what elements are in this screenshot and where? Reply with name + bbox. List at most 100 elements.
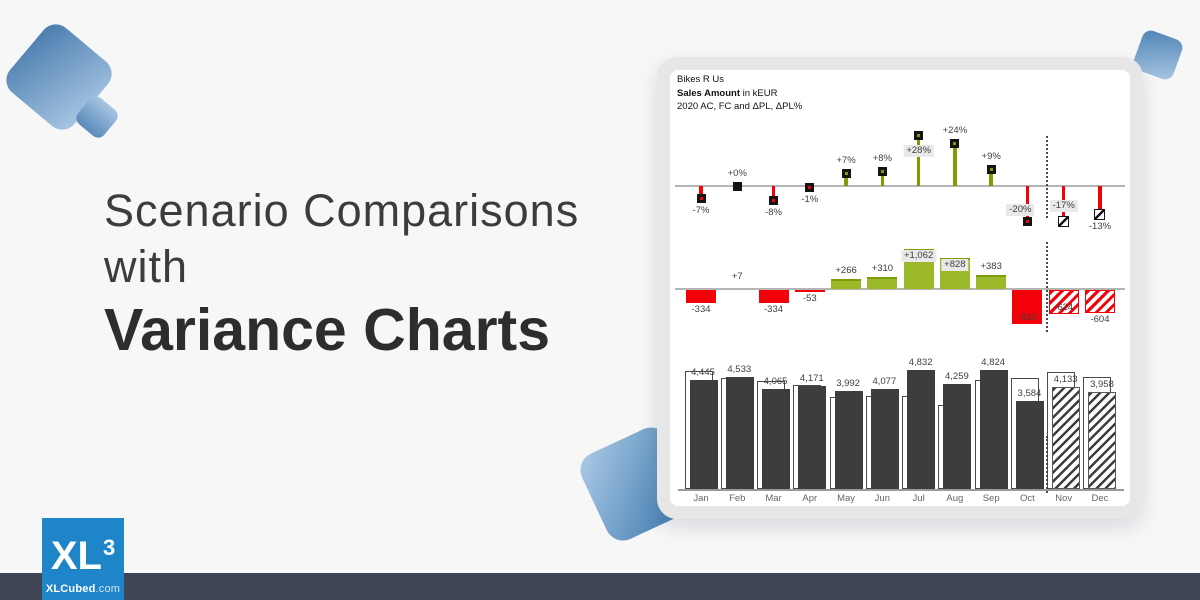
- pin-label: +9%: [981, 151, 1001, 163]
- pin-label: +8%: [872, 153, 892, 165]
- pin-label: -17%: [1049, 200, 1078, 213]
- pin-marker-dot: [699, 197, 703, 201]
- variance-label: -604: [1090, 313, 1110, 325]
- variance-label: -53: [802, 292, 817, 304]
- headline: Scenario Comparisons with Variance Chart…: [104, 183, 579, 362]
- pin-positive: [844, 173, 848, 186]
- actual-column: [689, 379, 718, 489]
- forecast-separator-pin: [1046, 136, 1048, 218]
- pin-negative: [771, 186, 776, 201]
- variance-bar-negative: [758, 290, 789, 303]
- month-label: Apr: [802, 493, 818, 504]
- footer-bar: [0, 573, 1200, 600]
- pin-marker-forecast: [1093, 209, 1105, 221]
- variance-label: +383: [980, 260, 1002, 272]
- chart-title-scenarios: 2020 AC, FC and ΔPL, ΔPL%: [677, 101, 803, 112]
- column-label: 3,958: [1090, 378, 1114, 390]
- pin-marker-dot: [1025, 220, 1029, 224]
- pin-marker: [769, 195, 779, 205]
- pin-label: +28%: [903, 144, 934, 157]
- pin-marker: [950, 138, 960, 148]
- pin-label: +7%: [836, 154, 856, 166]
- variance-bar-positive: [831, 278, 862, 289]
- chart-title-measure: Sales Amount in kEUR: [677, 87, 802, 101]
- month-label: Jun: [874, 493, 891, 504]
- actual-column: [907, 370, 936, 489]
- variance-bar-negative: [794, 290, 825, 292]
- pin-negative: [1098, 186, 1102, 210]
- pin-marker: [805, 183, 815, 193]
- pin-label: -13%: [1088, 221, 1112, 233]
- month-label: Oct: [1020, 493, 1035, 504]
- variance-label: +266: [835, 264, 857, 276]
- variance-label: -334: [764, 303, 784, 315]
- month-label: Feb: [729, 493, 746, 504]
- column-label: 4,171: [799, 373, 824, 385]
- column-label: 4,445: [691, 366, 715, 378]
- column-label: 4,832: [908, 357, 933, 369]
- pin-marker-forecast: [1057, 216, 1069, 228]
- column-label: 4,533: [727, 364, 752, 376]
- chart-card: Bikes R Us Sales Amount in kEUR 2020 AC,…: [657, 57, 1143, 519]
- month-label: Jul: [912, 493, 925, 504]
- column-chart-baseline: [678, 489, 1124, 491]
- forecast-separator-variance: [1046, 242, 1048, 332]
- pin-positive: [880, 171, 885, 186]
- month-label: Aug: [946, 493, 964, 504]
- variance-bar-negative: [1048, 290, 1079, 314]
- pin-marker: [877, 167, 887, 177]
- pin-marker-dot: [844, 171, 848, 175]
- variance-label: +1,062: [900, 249, 937, 262]
- pin-marker-dot: [808, 186, 812, 190]
- forecast-column: [1088, 391, 1117, 489]
- variance-label: -624: [1054, 301, 1074, 313]
- variance-bar-negative: [1084, 290, 1115, 313]
- forecast-separator-columns: [1046, 436, 1048, 493]
- actual-column: [725, 377, 754, 489]
- pin-marker-dot: [917, 134, 921, 138]
- pin-chart-axis: [675, 185, 1125, 187]
- forecast-column: [1052, 387, 1081, 489]
- column-label: 4,077: [872, 375, 897, 387]
- headline-line-3: Variance Charts: [104, 297, 551, 363]
- variance-bar-negative: [686, 290, 716, 303]
- pin-marker: [696, 194, 706, 204]
- actual-column: [798, 386, 827, 489]
- pin-marker-dot: [989, 168, 993, 172]
- variance-bar-positive: [976, 274, 1007, 289]
- pin-positive: [916, 135, 921, 186]
- headline-line-1: Scenario Comparisons: [104, 185, 580, 236]
- pin-label: -7%: [692, 205, 710, 217]
- chart-title-measure-bold: Sales Amount: [677, 87, 740, 99]
- pin-marker: [914, 131, 924, 141]
- logo-mark-exponent: 3: [102, 535, 116, 560]
- variance-bar-positive: [867, 277, 898, 289]
- logo-site-suffix: .com: [95, 583, 121, 595]
- pin-marker: [841, 168, 851, 178]
- pin-positive: [953, 143, 957, 186]
- column-label: 4,065: [763, 376, 788, 387]
- column-label: 4,133: [1053, 374, 1078, 386]
- variance-label: -910: [1017, 312, 1037, 324]
- variance-label: +7: [731, 271, 743, 282]
- headline-line-2: with: [104, 241, 189, 292]
- month-label: Dec: [1091, 493, 1109, 504]
- xlcubed-logo: XL3 XLCubed.com: [42, 518, 124, 600]
- pin-label: +24%: [942, 124, 968, 136]
- column-label: 4,259: [944, 371, 969, 383]
- pin-marker-dot: [953, 141, 957, 145]
- pin-negative: [699, 186, 703, 199]
- month-label: Nov: [1055, 493, 1073, 504]
- pin-label: +0%: [727, 167, 747, 179]
- actual-column: [834, 390, 863, 489]
- logo-site-name: XLCubed: [45, 583, 96, 595]
- variance-label: +828: [941, 258, 969, 271]
- actual-column: [979, 370, 1008, 489]
- variance-bar-negative: [1012, 290, 1043, 325]
- actual-column: [1015, 400, 1044, 489]
- pin-marker-dot: [772, 198, 776, 202]
- variance-label: +310: [871, 263, 894, 275]
- month-label: May: [837, 493, 856, 504]
- pin-label: -20%: [1006, 203, 1035, 216]
